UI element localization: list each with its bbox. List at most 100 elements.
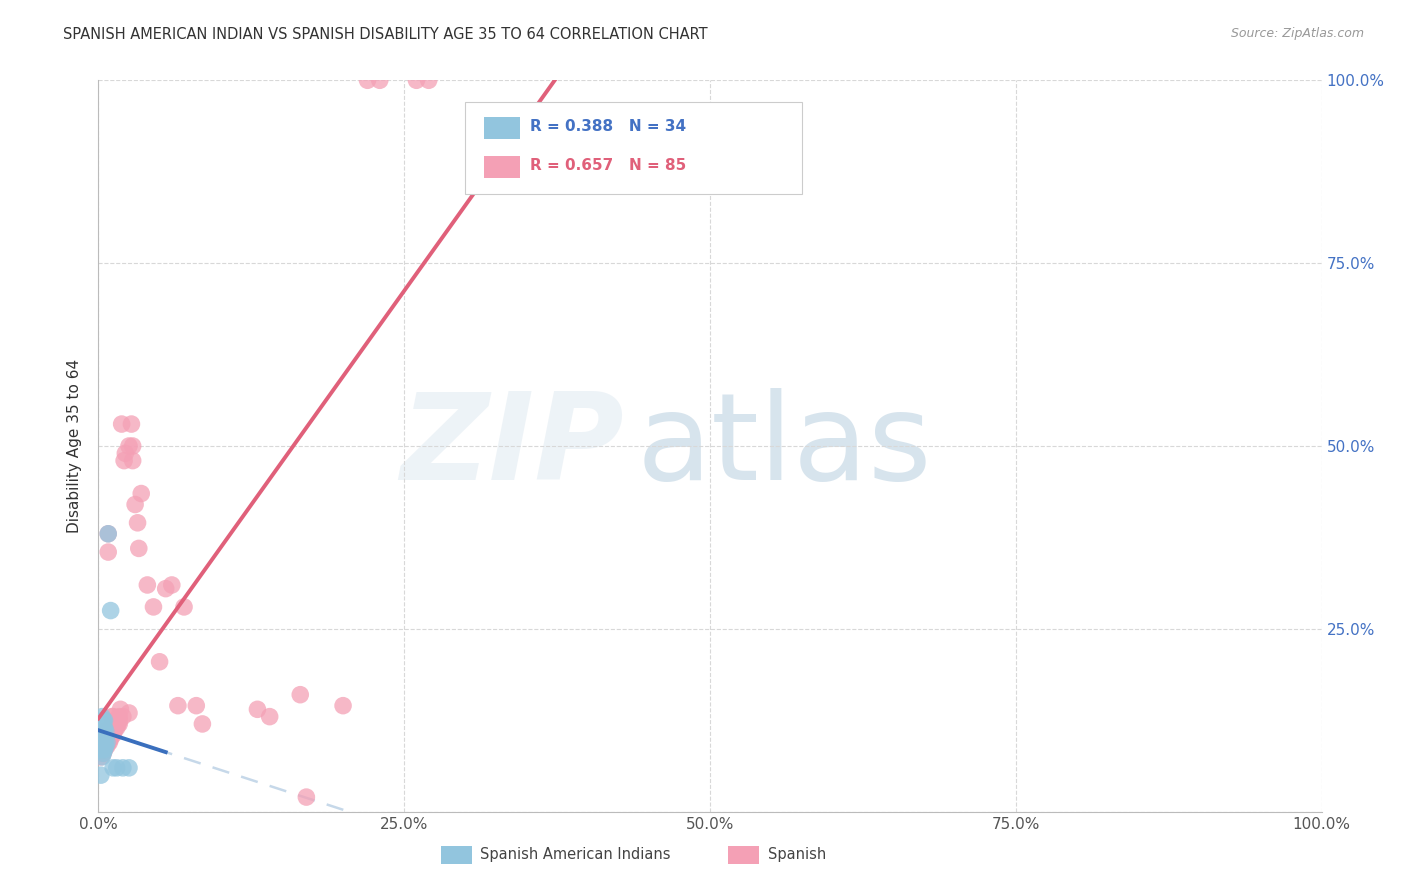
Point xyxy=(101,709,124,723)
Point xyxy=(155,582,177,596)
Point xyxy=(111,417,134,431)
Point xyxy=(111,761,134,775)
FancyBboxPatch shape xyxy=(484,117,520,139)
Point xyxy=(100,603,122,617)
Point xyxy=(91,721,114,735)
Point xyxy=(111,709,134,723)
Point xyxy=(418,73,440,87)
Point xyxy=(98,735,121,749)
Point xyxy=(124,498,146,512)
Point xyxy=(91,746,114,760)
Point xyxy=(90,728,112,742)
Point xyxy=(96,728,118,742)
Point xyxy=(103,724,125,739)
Point xyxy=(91,739,114,753)
Point xyxy=(105,721,128,735)
Point xyxy=(108,714,131,728)
Point xyxy=(94,735,117,749)
Point xyxy=(100,721,122,735)
Point xyxy=(101,709,124,723)
Point xyxy=(96,724,118,739)
Point xyxy=(118,761,141,775)
Point xyxy=(91,735,114,749)
Text: atlas: atlas xyxy=(637,387,932,505)
Point xyxy=(94,731,117,746)
Point xyxy=(104,721,127,735)
Point xyxy=(91,709,114,723)
Point xyxy=(93,731,115,746)
Point xyxy=(97,731,120,746)
Point xyxy=(97,526,120,541)
Point xyxy=(91,739,114,753)
Point xyxy=(93,735,115,749)
Point xyxy=(100,728,122,742)
Point xyxy=(110,702,132,716)
Point xyxy=(97,526,120,541)
Point xyxy=(149,655,172,669)
Point xyxy=(295,790,318,805)
Point xyxy=(93,735,115,749)
Point xyxy=(90,742,112,756)
Point xyxy=(90,735,112,749)
Point xyxy=(104,714,127,728)
Point xyxy=(101,728,124,742)
Point xyxy=(114,446,136,460)
Point xyxy=(96,731,118,746)
Point xyxy=(101,724,124,739)
Point xyxy=(121,453,143,467)
Point xyxy=(93,739,115,753)
Point xyxy=(91,714,114,728)
Point xyxy=(259,709,281,723)
Point xyxy=(368,73,391,87)
Point xyxy=(100,724,122,739)
Point xyxy=(332,698,354,713)
Point xyxy=(91,746,114,760)
Point xyxy=(96,735,118,749)
Point xyxy=(91,731,114,746)
Point xyxy=(405,73,427,87)
Point xyxy=(91,731,114,746)
Point xyxy=(93,742,115,756)
Point xyxy=(94,724,117,739)
Point xyxy=(108,709,131,723)
Point xyxy=(93,714,115,728)
Point xyxy=(105,714,128,728)
FancyBboxPatch shape xyxy=(441,847,471,864)
Point xyxy=(142,599,165,614)
Text: R = 0.388   N = 34: R = 0.388 N = 34 xyxy=(530,119,686,134)
Point xyxy=(91,735,114,749)
Point xyxy=(93,742,115,756)
Point xyxy=(136,578,159,592)
Point xyxy=(97,545,120,559)
Point xyxy=(105,761,128,775)
Point xyxy=(167,698,190,713)
Point xyxy=(105,717,128,731)
Point xyxy=(101,717,124,731)
Point xyxy=(97,735,120,749)
Point xyxy=(104,717,127,731)
Text: Spanish: Spanish xyxy=(768,847,825,862)
Point xyxy=(107,714,129,728)
FancyBboxPatch shape xyxy=(465,103,801,194)
Point xyxy=(94,739,117,753)
Point xyxy=(91,742,114,756)
Point xyxy=(96,739,118,753)
Point xyxy=(94,739,117,753)
Point xyxy=(108,717,131,731)
Text: SPANISH AMERICAN INDIAN VS SPANISH DISABILITY AGE 35 TO 64 CORRELATION CHART: SPANISH AMERICAN INDIAN VS SPANISH DISAB… xyxy=(63,27,707,42)
Point xyxy=(101,724,124,739)
Point xyxy=(90,721,112,735)
Point xyxy=(101,721,124,735)
Point xyxy=(356,73,378,87)
Point xyxy=(100,731,122,746)
Point xyxy=(98,728,121,742)
Point xyxy=(103,721,125,735)
Point xyxy=(101,728,124,742)
Point xyxy=(91,728,114,742)
Point xyxy=(91,724,114,739)
Point xyxy=(128,541,150,556)
Point xyxy=(90,768,112,782)
Point xyxy=(118,706,141,720)
Point xyxy=(127,516,149,530)
Point xyxy=(101,761,124,775)
